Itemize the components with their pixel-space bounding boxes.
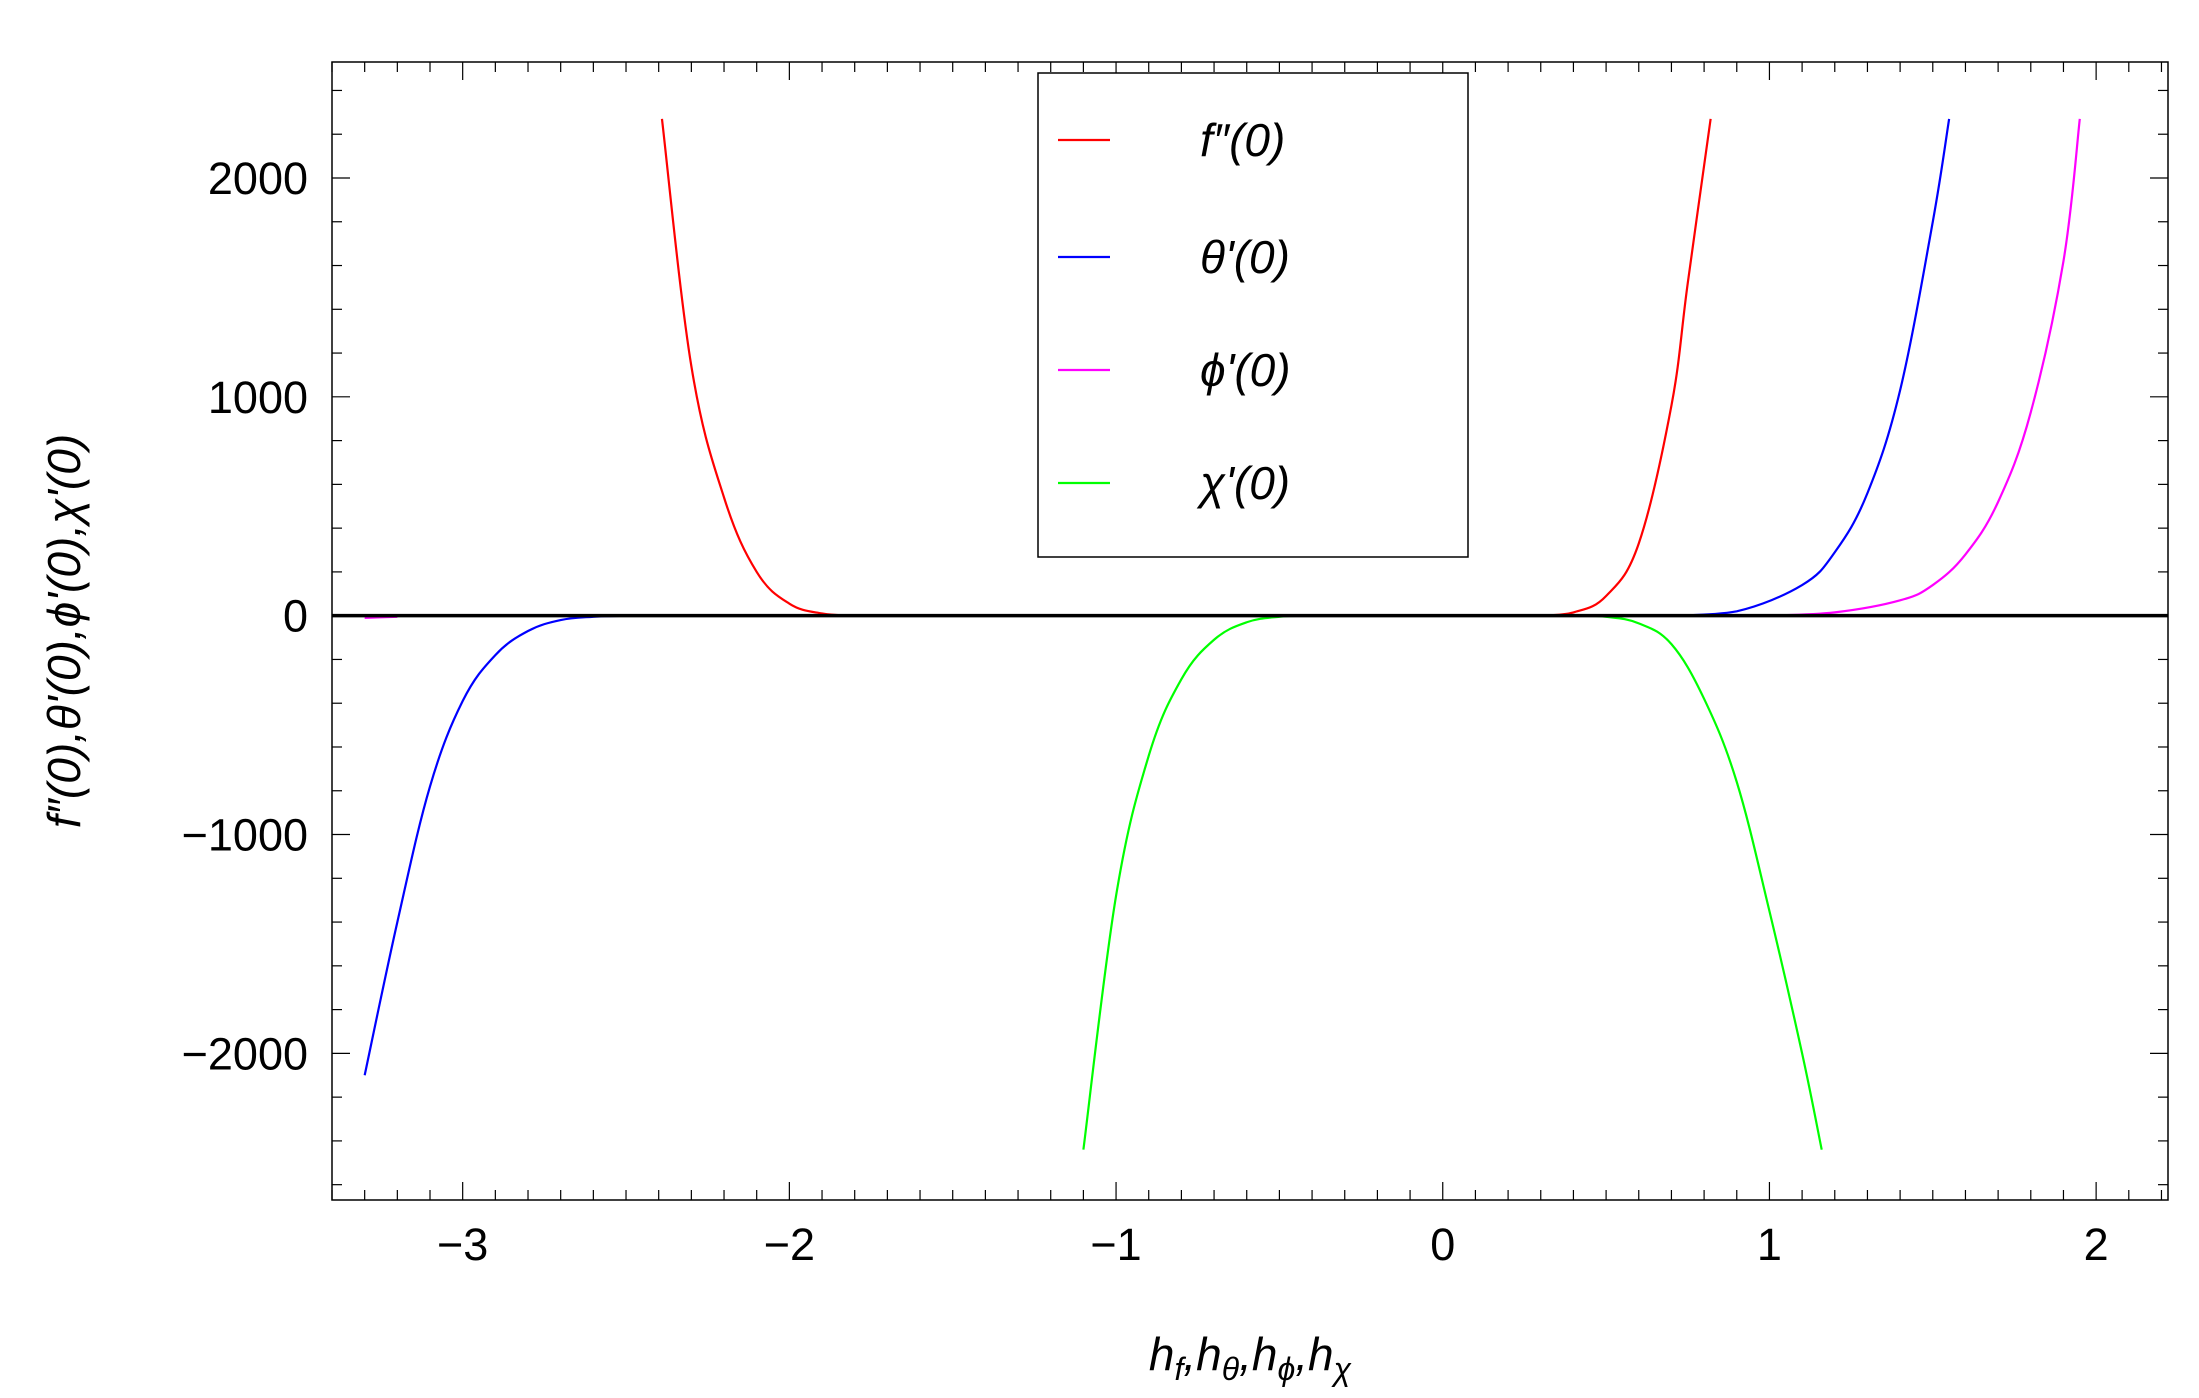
plot-frame — [331, 61, 2169, 1201]
series-1 — [660, 118, 1712, 617]
x-tick-label: 1 — [1757, 1219, 1782, 1270]
x-axis-label: hf,hθ,hϕ,hχ — [1149, 1328, 1352, 1387]
x-tick-label: 0 — [1430, 1219, 1455, 1270]
series-line — [660, 118, 855, 617]
legend-label: ϕ'(0) — [1200, 344, 1291, 396]
y-tick-label: 0 — [283, 591, 308, 642]
x-tick-label: 2 — [2084, 1219, 2109, 1270]
legend-box — [1037, 72, 1469, 558]
series-4 — [1082, 614, 1823, 1150]
x-tick-label: −2 — [764, 1219, 815, 1270]
legend-label: f″(0) — [1200, 114, 1285, 166]
y-tick-label: 2000 — [208, 153, 308, 204]
y-tick-label: −1000 — [182, 810, 308, 861]
series-line — [1540, 118, 1712, 617]
x-tick-label: −1 — [1090, 1219, 1141, 1270]
series-line — [363, 614, 627, 1076]
legend-label: χ'(0) — [1196, 457, 1290, 509]
y-tick-label: 1000 — [208, 372, 308, 423]
legend-label: θ'(0) — [1200, 231, 1290, 283]
series-line — [1082, 614, 1823, 1150]
series-line — [1671, 118, 1951, 617]
ticks — [331, 62, 2168, 1200]
x-tick-label: −3 — [437, 1219, 488, 1270]
legend: f″(0) θ'(0) ϕ'(0) χ'(0) — [1037, 72, 1469, 558]
y-axis-label: f″(0),θ'(0),ϕ'(0),χ'(0) — [38, 434, 90, 828]
series-2 — [363, 118, 1951, 1076]
tick-labels: −3 −2 −1 0 1 2 −2000 −1000 0 1000 2000 — [182, 153, 2109, 1270]
series-line — [1769, 118, 2081, 617]
y-tick-label: −2000 — [182, 1028, 308, 1079]
legend-items: f″(0) θ'(0) ϕ'(0) χ'(0) — [1058, 114, 1291, 509]
